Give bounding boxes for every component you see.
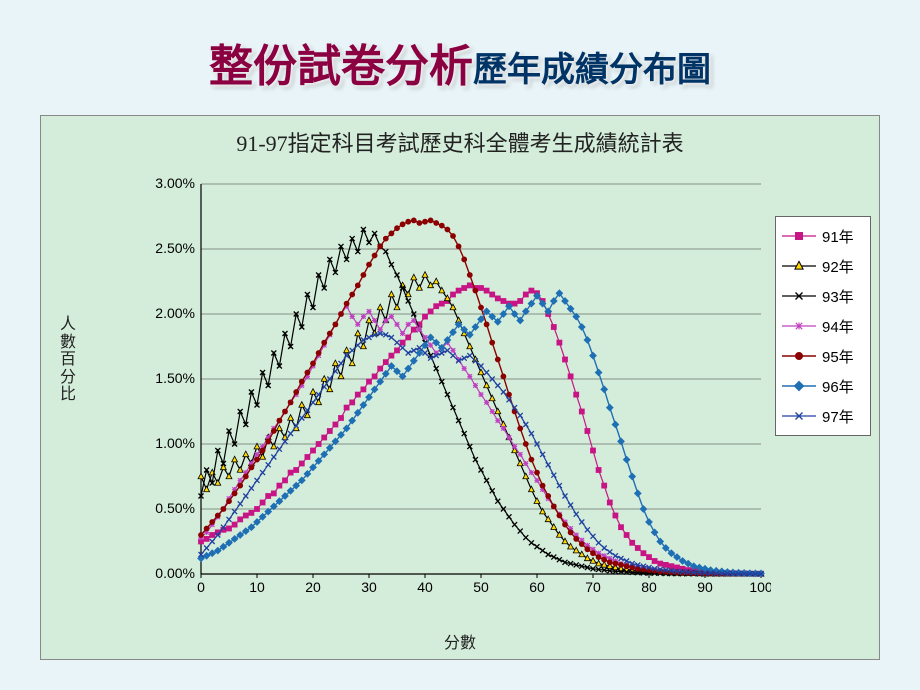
chart-container: 91-97指定科目考試歷史科全體考生成績統計表 人數百分比 0.00% 0.50%… [40, 115, 880, 660]
svg-text:100: 100 [749, 579, 771, 595]
svg-text:0.50%: 0.50% [155, 500, 195, 516]
svg-text:90: 90 [697, 579, 713, 595]
legend-label: 94年 [822, 316, 854, 337]
svg-text:1.50%: 1.50% [155, 370, 195, 386]
x-axis-label: 分數 [41, 629, 879, 653]
svg-text:2.50%: 2.50% [155, 240, 195, 256]
legend-item: 97年 [778, 401, 868, 431]
svg-text:2.00%: 2.00% [155, 305, 195, 321]
legend-label: 96年 [822, 376, 854, 397]
svg-text:1.00%: 1.00% [155, 435, 195, 451]
chart-svg: 0.00% 0.50% 1.00% 1.50% 2.00% 2.50% 3.00% 0 10 20… [151, 174, 771, 604]
legend-item: 91年 [778, 221, 868, 251]
legend-label: 92年 [822, 256, 854, 277]
svg-text:30: 30 [361, 579, 377, 595]
legend: 91年 92年 93年 94年 95年 96年 97年 [775, 216, 871, 436]
legend-item: 92年 [778, 251, 868, 281]
title-sub: 歷年成績分布圖 [473, 51, 711, 89]
plot-area: 0.00% 0.50% 1.00% 1.50% 2.00% 2.50% 3.00% 0 10 20… [151, 174, 771, 604]
legend-label: 97年 [822, 406, 854, 427]
chart-title: 91-97指定科目考試歷史科全體考生成績統計表 [41, 116, 879, 162]
legend-label: 93年 [822, 286, 854, 307]
svg-text:40: 40 [417, 579, 433, 595]
legend-item: 95年 [778, 341, 868, 371]
legend-item: 96年 [778, 371, 868, 401]
svg-text:10: 10 [249, 579, 265, 595]
page-title: 整份試卷分析歷年成績分布圖 [0, 0, 920, 104]
svg-text:20: 20 [305, 579, 321, 595]
title-main: 整份試卷分析 [209, 42, 473, 91]
y-axis-label: 人數百分比 [59, 316, 77, 404]
svg-text:0: 0 [197, 579, 205, 595]
svg-text:50: 50 [473, 579, 489, 595]
legend-item: 93年 [778, 281, 868, 311]
svg-text:70: 70 [585, 579, 601, 595]
svg-text:3.00%: 3.00% [155, 175, 195, 191]
svg-text:0.00%: 0.00% [155, 565, 195, 581]
legend-item: 94年 [778, 311, 868, 341]
svg-text:80: 80 [641, 579, 657, 595]
svg-text:60: 60 [529, 579, 545, 595]
legend-label: 95年 [822, 346, 854, 367]
legend-label: 91年 [822, 226, 854, 247]
